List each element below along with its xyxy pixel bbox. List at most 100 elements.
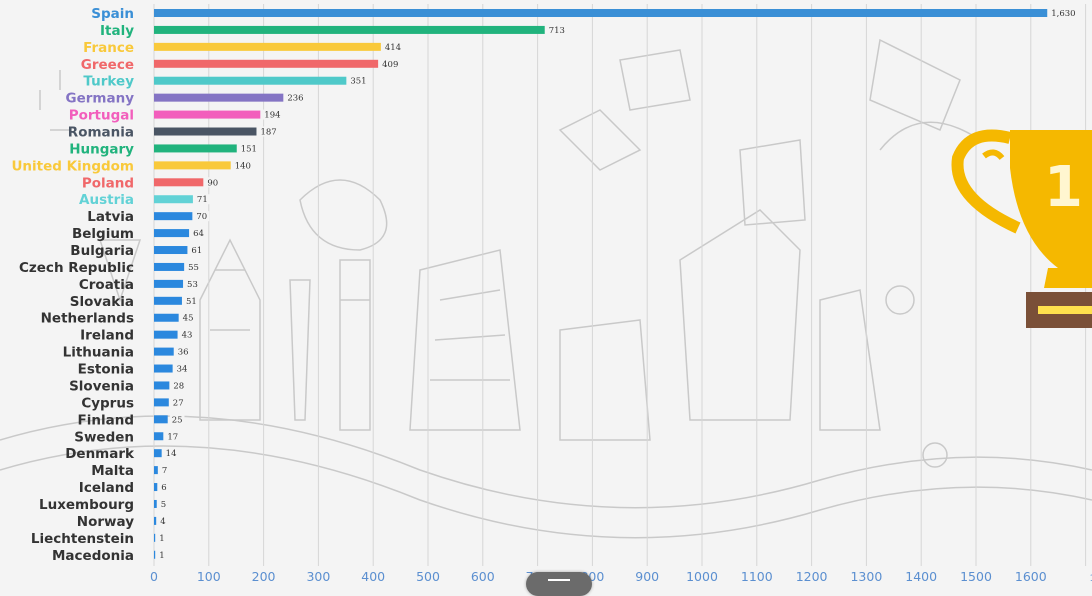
bar-czech-republic (154, 262, 185, 271)
category-label: Luxembourg (39, 497, 134, 513)
value-label: 51 (186, 297, 197, 307)
x-tick-label: 1100 (741, 569, 773, 584)
bar-hungary (154, 144, 237, 153)
chart-category-labels: SpainItalyFranceGreeceTurkeyGermanyPortu… (11, 6, 135, 564)
value-label: 6 (161, 483, 166, 493)
category-label: Estonia (78, 362, 134, 378)
value-label: 70 (196, 212, 207, 222)
value-label: 14 (166, 449, 177, 459)
value-label-bg (171, 380, 187, 391)
bar-iceland (154, 483, 158, 492)
bar-netherlands (154, 313, 179, 322)
category-label: United Kingdom (11, 158, 134, 174)
value-label-bg (159, 465, 170, 476)
category-label: Lithuania (63, 345, 134, 361)
value-label-bg (170, 397, 186, 408)
trophy-rank: 1 (1044, 155, 1083, 220)
bar-malta (154, 466, 158, 475)
bar-estonia (154, 364, 173, 373)
category-label: Poland (82, 175, 134, 191)
value-label-bg (1049, 8, 1081, 18)
value-label: 140 (235, 161, 251, 171)
category-label: Turkey (83, 74, 134, 90)
x-tick-label: 1000 (686, 569, 718, 584)
value-label-bg (194, 194, 210, 205)
value-label-bg (186, 261, 201, 272)
category-label: Finland (78, 412, 134, 428)
bar-slovakia (154, 296, 182, 305)
chart-gridlines (153, 4, 1087, 566)
value-label: 55 (188, 263, 199, 273)
bar-luxembourg (154, 499, 157, 508)
x-tick-label: 1500 (960, 569, 992, 584)
bar-romania (154, 127, 257, 136)
value-label-bg (159, 482, 169, 493)
bar-slovenia (154, 381, 170, 390)
value-label-bg (380, 58, 401, 69)
x-tick-label: 1700 (1090, 574, 1092, 584)
value-label-bg (157, 549, 167, 560)
category-label: Belgium (72, 226, 134, 242)
category-label: Liechtenstein (31, 531, 134, 547)
category-label: Hungary (69, 141, 134, 157)
category-label: Slovenia (69, 378, 134, 394)
value-label: 53 (187, 280, 198, 290)
value-label-bg (258, 126, 279, 137)
value-label-bg (205, 177, 221, 188)
value-label-bg (158, 515, 168, 526)
value-label: 5 (161, 500, 166, 510)
value-label: 45 (183, 314, 194, 324)
value-label: 351 (350, 77, 366, 87)
bar-norway (154, 516, 157, 525)
value-label: 409 (382, 60, 398, 70)
value-label: 1 (159, 551, 164, 561)
value-label-bg (262, 109, 283, 120)
bar-france (154, 42, 381, 51)
chart-x-axis-ticks: 0100200300400500600700800900100011001200… (150, 569, 1092, 584)
category-label: Sweden (74, 429, 134, 445)
bar-greece (154, 59, 379, 68)
category-label: Netherlands (41, 311, 134, 327)
x-tick-label: 400 (361, 569, 385, 584)
x-tick-label: 1600 (1015, 569, 1047, 584)
value-label-bg (194, 211, 210, 222)
x-tick-label: 600 (471, 569, 495, 584)
value-label: 71 (197, 195, 208, 205)
category-label: Latvia (87, 209, 134, 225)
bar-croatia (154, 279, 184, 288)
category-label: France (83, 40, 134, 56)
value-label-bg (185, 278, 200, 289)
chart-value-labels: 1,63071341440935123619418715114090717064… (157, 8, 1081, 561)
play-button[interactable] (526, 572, 592, 596)
value-label-bg (175, 346, 191, 357)
x-tick-label: 200 (252, 569, 276, 584)
value-label-bg (285, 92, 306, 103)
x-tick-label: 100 (197, 569, 221, 584)
bar-finland (154, 415, 168, 424)
value-label-bg (165, 431, 181, 442)
category-label: Czech Republic (19, 260, 134, 276)
value-label: 414 (385, 43, 401, 53)
value-label: 7 (162, 466, 167, 476)
value-label-bg (382, 41, 404, 52)
category-label: Bulgaria (70, 243, 134, 259)
x-tick-label: 900 (635, 569, 659, 584)
bar-poland (154, 178, 204, 187)
category-label: Greece (81, 57, 134, 73)
value-label: 236 (287, 94, 303, 104)
category-label: Denmark (65, 446, 135, 462)
value-label-bg (191, 228, 206, 239)
value-label: 151 (241, 144, 257, 154)
x-tick-label: 1200 (796, 569, 828, 584)
value-label: 36 (178, 348, 189, 358)
value-label-bg (180, 312, 196, 323)
x-tick-label: 1400 (905, 569, 937, 584)
chart-bars (154, 9, 1048, 559)
value-label: 27 (173, 398, 184, 408)
value-label: 194 (264, 111, 280, 121)
category-label: Romania (68, 125, 134, 141)
trophy-icon: 1 (951, 129, 1092, 328)
category-label: Malta (91, 463, 134, 479)
